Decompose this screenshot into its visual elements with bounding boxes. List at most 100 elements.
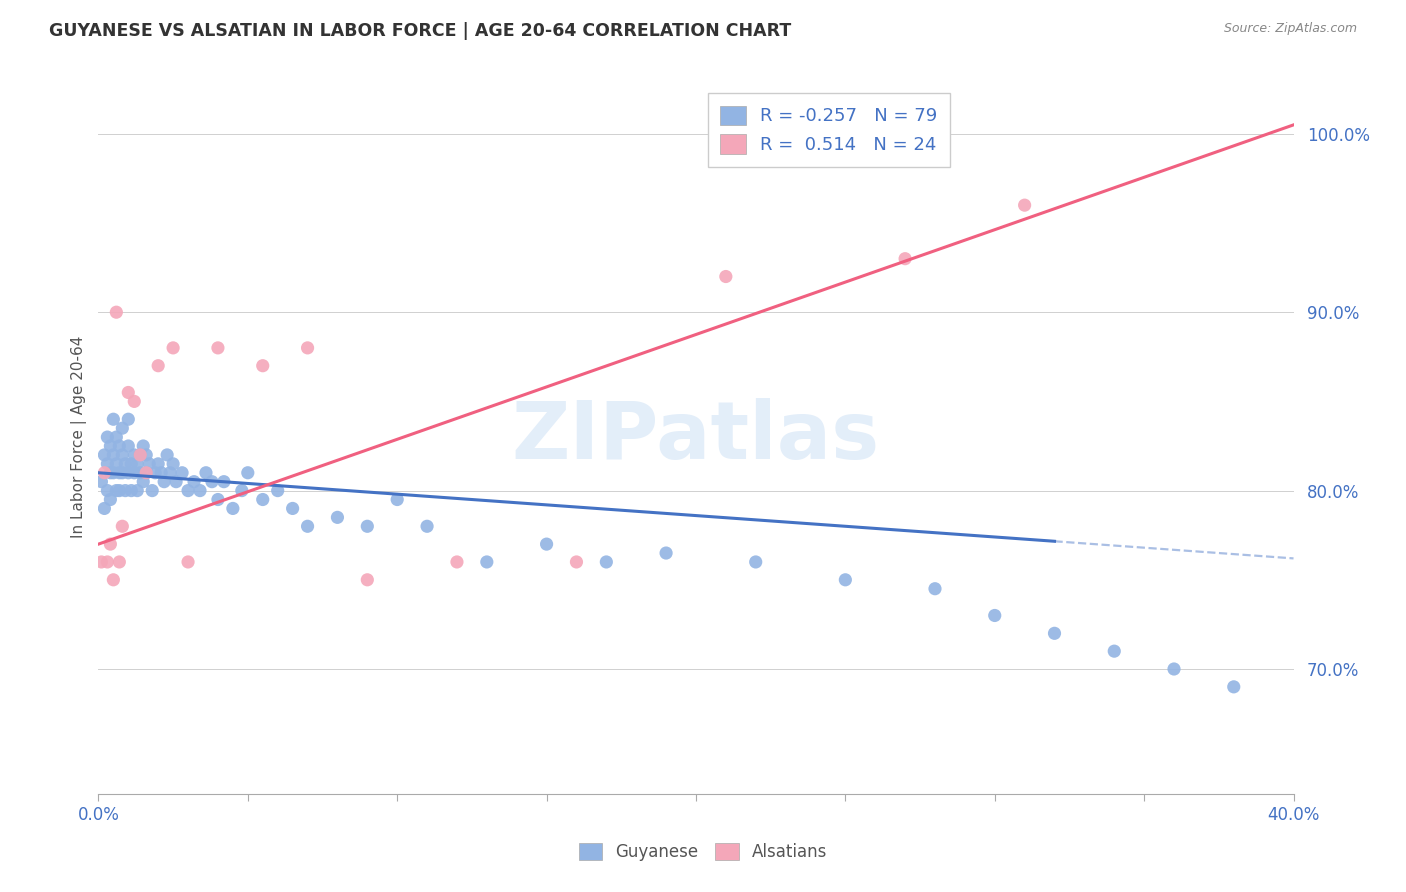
Point	[129, 466, 152, 480]
Point	[132, 439, 155, 453]
Point	[297, 341, 319, 355]
Point	[1043, 626, 1066, 640]
Point	[141, 483, 163, 498]
Point	[150, 466, 173, 480]
Point	[120, 483, 142, 498]
Point	[356, 519, 378, 533]
Point	[446, 555, 468, 569]
Point	[984, 608, 1007, 623]
Point	[127, 457, 149, 471]
Point	[183, 475, 205, 489]
Point	[177, 483, 200, 498]
Point	[103, 412, 125, 426]
Point	[135, 466, 157, 480]
Point	[1223, 680, 1246, 694]
Point	[129, 448, 152, 462]
Point	[105, 430, 128, 444]
Point	[894, 252, 917, 266]
Point	[252, 359, 274, 373]
Point	[156, 448, 179, 462]
Point	[222, 501, 245, 516]
Point	[135, 466, 157, 480]
Point	[114, 457, 136, 471]
Point	[93, 466, 115, 480]
Point	[117, 385, 139, 400]
Point	[1163, 662, 1185, 676]
Point	[924, 582, 946, 596]
Point	[111, 421, 134, 435]
Point	[124, 466, 146, 480]
Point	[1014, 198, 1036, 212]
Point	[236, 466, 259, 480]
Point	[326, 510, 349, 524]
Point	[111, 448, 134, 462]
Point	[385, 492, 409, 507]
Point	[565, 555, 588, 569]
Point	[207, 341, 229, 355]
Point	[162, 341, 184, 355]
Point	[103, 448, 125, 462]
Point	[281, 501, 304, 516]
Point	[93, 501, 115, 516]
Point	[595, 555, 617, 569]
Point	[90, 555, 112, 569]
Point	[96, 457, 118, 471]
Point	[108, 466, 131, 480]
Point	[834, 573, 856, 587]
Point	[714, 269, 737, 284]
Point	[475, 555, 498, 569]
Point	[135, 448, 157, 462]
Point	[124, 448, 146, 462]
Point	[96, 555, 118, 569]
Point	[111, 519, 134, 533]
Point	[267, 483, 290, 498]
Point	[114, 483, 136, 498]
Point	[105, 457, 128, 471]
Point	[188, 483, 211, 498]
Point	[536, 537, 558, 551]
Point	[117, 439, 139, 453]
Point	[117, 412, 139, 426]
Point	[120, 457, 142, 471]
Point	[207, 492, 229, 507]
Point	[108, 555, 131, 569]
Point	[105, 483, 128, 498]
Text: Source: ZipAtlas.com: Source: ZipAtlas.com	[1223, 22, 1357, 36]
Point	[138, 457, 160, 471]
Point	[132, 475, 155, 489]
Point	[165, 475, 187, 489]
Point	[153, 475, 176, 489]
Point	[177, 555, 200, 569]
Point	[108, 439, 131, 453]
Point	[143, 466, 166, 480]
Point	[172, 466, 194, 480]
Point	[129, 448, 152, 462]
Point	[98, 439, 122, 453]
Point	[111, 466, 134, 480]
Point	[148, 457, 170, 471]
Point	[195, 466, 218, 480]
Point	[124, 394, 146, 409]
Point	[148, 359, 170, 373]
Point	[117, 466, 139, 480]
Point	[103, 466, 125, 480]
Point	[98, 466, 122, 480]
Point	[1104, 644, 1126, 658]
Point	[159, 466, 181, 480]
Point	[655, 546, 678, 560]
Point	[96, 430, 118, 444]
Y-axis label: In Labor Force | Age 20-64: In Labor Force | Age 20-64	[72, 336, 87, 538]
Point	[297, 519, 319, 533]
Point	[745, 555, 768, 569]
Point	[98, 537, 122, 551]
Legend: Guyanese, Alsatians: Guyanese, Alsatians	[572, 836, 834, 868]
Text: GUYANESE VS ALSATIAN IN LABOR FORCE | AGE 20-64 CORRELATION CHART: GUYANESE VS ALSATIAN IN LABOR FORCE | AG…	[49, 22, 792, 40]
Point	[127, 483, 149, 498]
Point	[201, 475, 224, 489]
Point	[105, 305, 128, 319]
Point	[98, 492, 122, 507]
Point	[231, 483, 253, 498]
Point	[416, 519, 439, 533]
Text: ZIPatlas: ZIPatlas	[512, 398, 880, 476]
Point	[212, 475, 235, 489]
